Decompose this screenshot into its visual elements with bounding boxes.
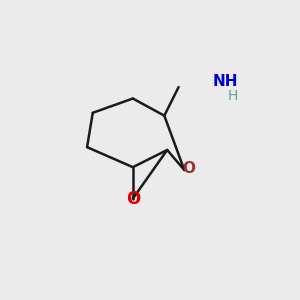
Text: O: O — [126, 190, 140, 208]
Text: NH: NH — [213, 74, 239, 89]
Text: H: H — [227, 88, 238, 103]
Text: O: O — [182, 161, 195, 176]
